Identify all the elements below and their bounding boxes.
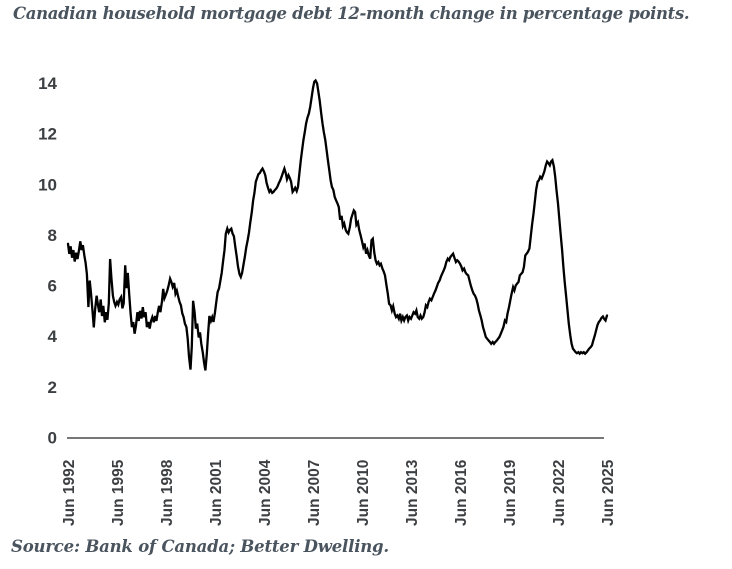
x-tick-label: Jun 2007: [306, 460, 323, 526]
x-tick-label: Jun 1995: [110, 459, 127, 526]
x-tick-label: Jun 2010: [355, 460, 372, 526]
y-tick-label: 10: [38, 175, 57, 194]
x-tick-label: Jun 2004: [257, 459, 274, 526]
x-tick-label: Jun 2025: [600, 459, 617, 526]
source-note: Source: Bank of Canada; Better Dwelling.: [11, 537, 389, 556]
x-tick-label: Jun 2001: [208, 459, 225, 526]
chart-title: Canadian household mortgage debt 12-mont…: [13, 4, 690, 23]
y-tick-label: 2: [48, 378, 57, 397]
y-tick-label: 6: [48, 277, 57, 296]
data-line: [66, 78, 609, 371]
y-tick-label: 0: [48, 429, 57, 448]
x-tick-label: Jun 2016: [453, 459, 470, 526]
x-tick-label: Jun 2022: [551, 460, 568, 526]
x-tick-label: Jun 1998: [159, 459, 176, 526]
x-tick-label: Jun 2013: [404, 459, 421, 526]
y-tick-label: 4: [48, 327, 58, 346]
x-tick-label: Jun 1992: [61, 460, 78, 526]
y-tick-label: 14: [38, 74, 57, 93]
x-tick-label: Jun 2019: [502, 459, 519, 526]
y-tick-label: 8: [48, 226, 57, 245]
y-tick-label: 12: [38, 125, 57, 144]
